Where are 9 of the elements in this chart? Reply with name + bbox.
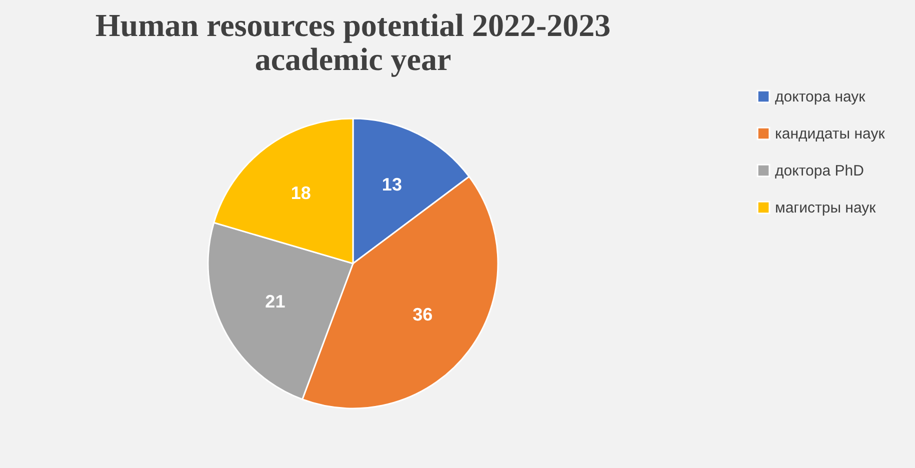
legend-label: кандидаты наук xyxy=(775,126,886,142)
legend-label: доктора наук xyxy=(775,88,866,106)
legend-label: магистры наук xyxy=(775,200,876,216)
data-label: 21 xyxy=(265,291,286,312)
legend-label: доктора PhD xyxy=(775,162,864,180)
chart-title: Human resources potential 2022-2023 academic year xyxy=(95,7,611,77)
data-label: 36 xyxy=(412,304,433,325)
data-label: 18 xyxy=(290,182,311,203)
data-label: 13 xyxy=(382,174,402,195)
